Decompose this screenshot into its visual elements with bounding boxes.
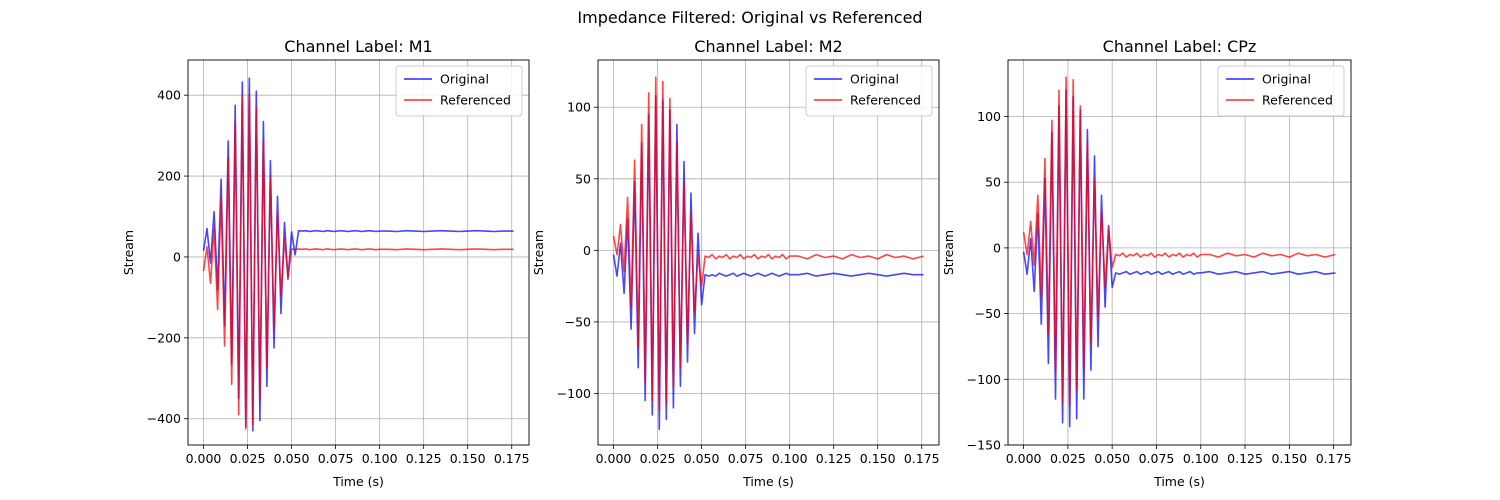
x-tick-label: 0.100 [772, 451, 808, 466]
x-axis-label: Time (s) [332, 474, 384, 489]
x-axis-label: Time (s) [742, 474, 794, 489]
y-axis-label: Stream [941, 230, 956, 275]
x-tick-label: 0.125 [1227, 451, 1263, 466]
x-tick-label: 0.075 [728, 451, 764, 466]
legend-label: Original [850, 72, 899, 87]
legend-label: Referenced [850, 93, 921, 108]
y-axis-label: Stream [531, 230, 546, 275]
legend-label: Original [1262, 72, 1311, 87]
x-tick-label: 0.150 [860, 451, 896, 466]
x-tick-label: 0.050 [274, 451, 310, 466]
series-line-referenced [612, 76, 924, 412]
x-tick-label: 0.175 [904, 451, 940, 466]
y-tick-label: 0 [173, 249, 181, 264]
x-tick-label: 0.075 [1139, 451, 1175, 466]
legend: Original Referenced [395, 65, 523, 117]
grid-lines [598, 60, 939, 445]
x-tick-label: 0.050 [1094, 451, 1130, 466]
axes-frame [187, 59, 530, 446]
y-tick-label: 400 [157, 88, 181, 103]
figure-suptitle: Impedance Filtered: Original vs Referenc… [577, 8, 922, 27]
subplot-panels: Channel Label: M1 0.000 0.025 0.050 0.075 0.1… [121, 37, 1352, 489]
x-tick-label: 0.175 [1316, 451, 1352, 466]
y-tick-label: −400 [147, 411, 181, 426]
subplot-3: Channel Label: CPz 0.000 0.025 0.050 0.075 0.… [941, 37, 1352, 489]
x-tick-label: 0.125 [816, 451, 852, 466]
x-tick-label: 0.100 [1183, 451, 1219, 466]
legend: Original Referenced [805, 65, 933, 117]
y-tick-label: 50 [575, 171, 591, 186]
legend-label: Original [440, 72, 489, 87]
subplot-1: Channel Label: M1 0.000 0.025 0.050 0.075 0.1… [121, 37, 530, 489]
x-tick-label: 0.000 [1006, 451, 1042, 466]
y-tick-label: −50 [975, 306, 1001, 321]
x-tick-label: 0.150 [450, 451, 486, 466]
y-tick-label: 100 [567, 100, 591, 115]
x-tick-label: 0.175 [494, 451, 530, 466]
legend: Original Referenced [1217, 65, 1345, 117]
x-tick-label: 0.025 [1050, 451, 1086, 466]
y-tick-label: 0 [993, 240, 1001, 255]
y-tick-label: −50 [565, 314, 591, 329]
subplot-title: Channel Label: M2 [694, 37, 842, 56]
y-tick-label: −100 [557, 386, 591, 401]
legend-label: Referenced [1262, 93, 1333, 108]
x-tick-label: 0.075 [318, 451, 354, 466]
y-tick-label: −150 [967, 438, 1001, 453]
x-tick-label: 0.100 [362, 451, 398, 466]
x-tick-label: 0.000 [596, 451, 632, 466]
series-line-referenced [202, 92, 514, 430]
x-axis-label: Time (s) [1153, 474, 1205, 489]
y-axis-label: Stream [121, 230, 136, 275]
x-tick-label: 0.125 [406, 451, 442, 466]
y-tick-label: 200 [157, 169, 181, 184]
x-tick-label: 0.050 [684, 451, 720, 466]
y-tick-label: −200 [147, 330, 181, 345]
x-tick-label: 0.025 [230, 451, 266, 466]
subplot-title: Channel Label: M1 [284, 37, 432, 56]
y-tick-label: −100 [967, 372, 1001, 387]
axes-frame [1007, 59, 1352, 446]
axes-frame [597, 59, 940, 446]
subplot-title: Channel Label: CPz [1103, 37, 1257, 56]
y-tick-label: 50 [985, 175, 1001, 190]
y-tick-label: 100 [977, 109, 1001, 124]
x-tick-label: 0.025 [640, 451, 676, 466]
x-tick-label: 0.150 [1271, 451, 1307, 466]
series-line-referenced [1022, 76, 1336, 407]
x-tick-label: 0.000 [186, 451, 222, 466]
y-tick-label: 0 [583, 243, 591, 258]
subplot-2: Channel Label: M2 0.000 0.025 0.050 0.075 0.1… [531, 37, 940, 489]
legend-label: Referenced [440, 93, 511, 108]
